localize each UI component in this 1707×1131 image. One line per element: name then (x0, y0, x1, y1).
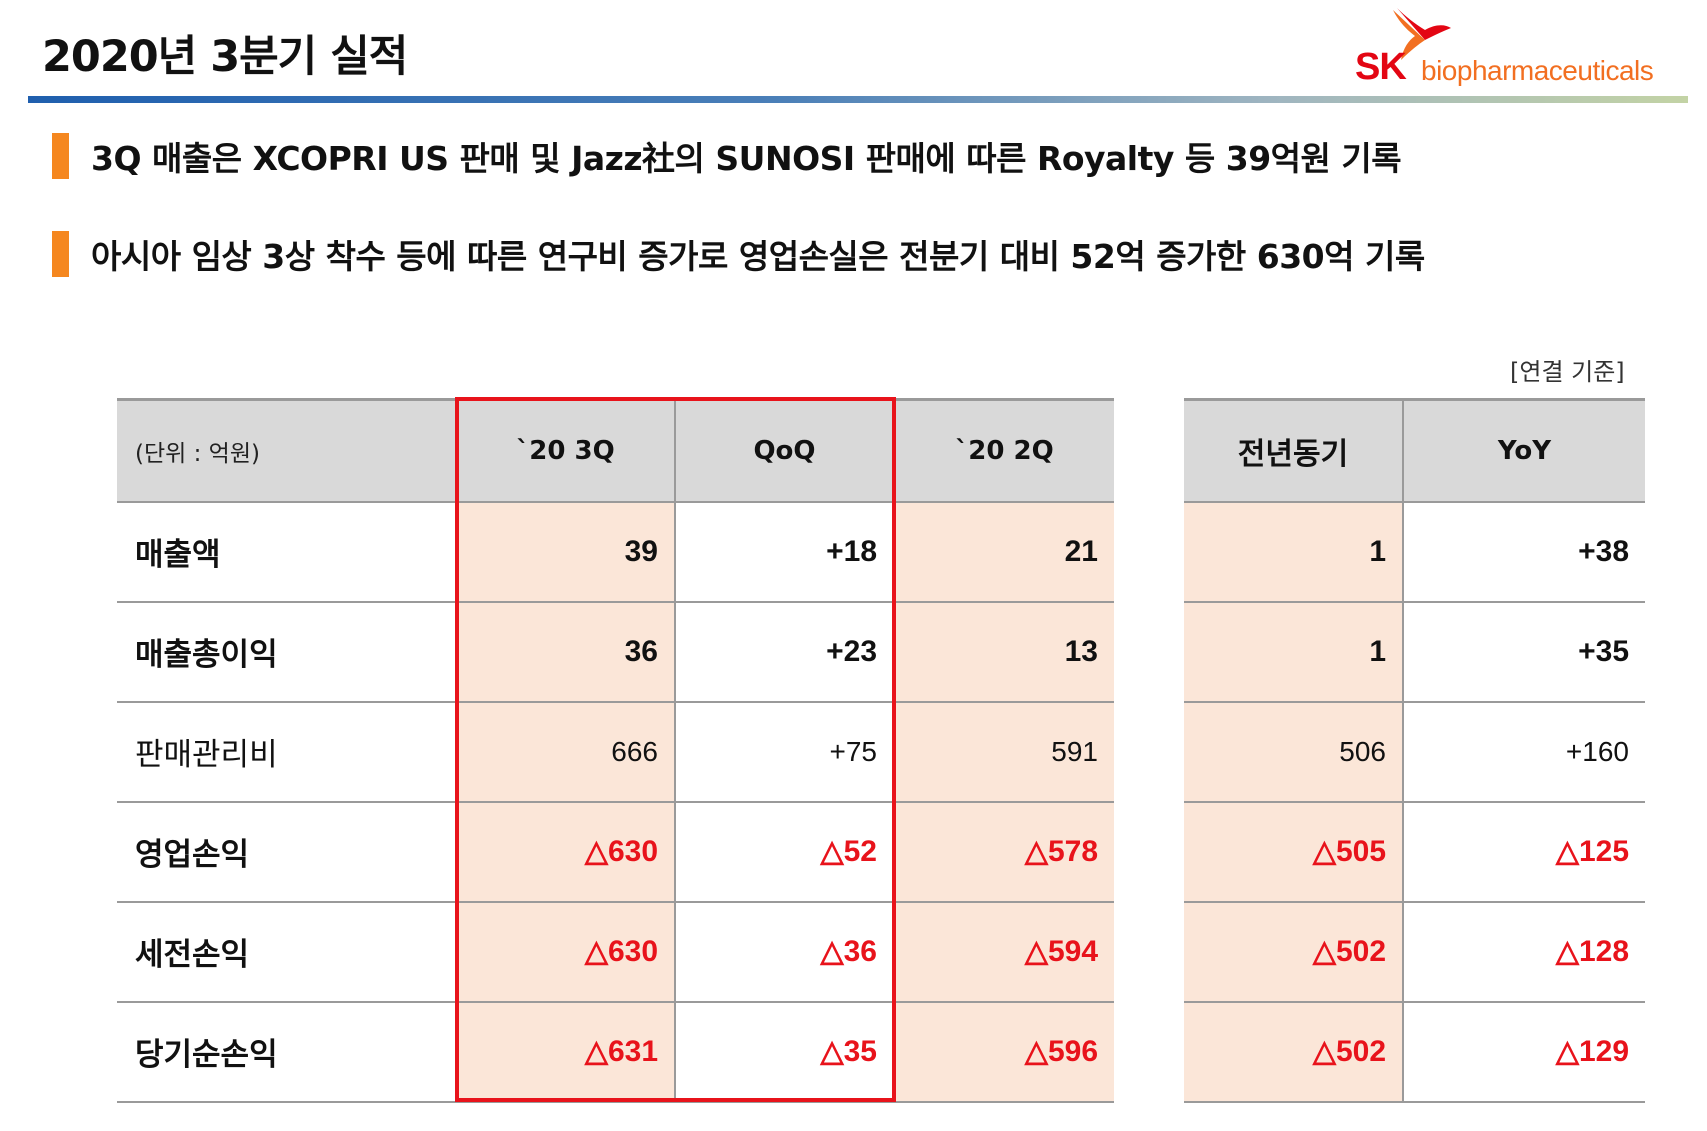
consolidation-basis-note: [연결 기준] (1510, 358, 1625, 386)
cell-value: △35 (674, 1001, 894, 1103)
logo-sk-text: SK (1355, 46, 1407, 88)
cell-value: 36 (455, 601, 675, 703)
row-label: 세전손익 (117, 901, 456, 1003)
cell-value: △631 (455, 1001, 675, 1103)
table-header-row: 전년동기 YoY (1184, 398, 1645, 503)
logo-wordmark: biopharmaceuticals (1421, 55, 1654, 86)
table-row: 1 +35 (1184, 601, 1645, 703)
bullet-text: 아시아 임상 3상 착수 등에 따른 연구비 증가로 영업손실은 전분기 대비 … (91, 237, 1425, 276)
title-divider (28, 96, 1688, 103)
column-header-20-3q: `20 3Q (455, 398, 675, 503)
table-row: 당기순손익 △631 △35 △596 (117, 1001, 1114, 1103)
table-row: 세전손익 △630 △36 △594 (117, 901, 1114, 1003)
bullet-item: 3Q 매출은 XCOPRI US 판매 및 Jazz社의 SUNOSI 판매에 … (52, 132, 1402, 180)
bullet-text: 3Q 매출은 XCOPRI US 판매 및 Jazz社의 SUNOSI 판매에 … (91, 139, 1402, 178)
cell-value: △125 (1402, 801, 1645, 903)
year-over-year-table: 전년동기 YoY 1 +38 1 +35 506 +160 △505 △125 … (1184, 398, 1645, 1103)
cell-value: 1 (1184, 601, 1403, 703)
unit-label: (단위 : 억원) (117, 398, 456, 503)
bullet-item: 아시아 임상 3상 착수 등에 따른 연구비 증가로 영업손실은 전분기 대비 … (52, 230, 1425, 278)
cell-value: △578 (893, 801, 1114, 903)
cell-value: 39 (455, 501, 675, 603)
cell-value: 1 (1184, 501, 1403, 603)
column-header-prior-year: 전년동기 (1184, 398, 1403, 503)
cell-value: △502 (1184, 1001, 1403, 1103)
butterfly-logo-icon (1393, 8, 1451, 60)
row-label: 매출액 (117, 501, 456, 603)
cell-value: △36 (674, 901, 894, 1003)
column-header-qoq: QoQ (674, 398, 894, 503)
row-label: 당기순손익 (117, 1001, 456, 1103)
table-row: 영업손익 △630 △52 △578 (117, 801, 1114, 903)
table-row: 매출총이익 36 +23 13 (117, 601, 1114, 703)
cell-value: +38 (1402, 501, 1645, 603)
cell-value: △630 (455, 801, 675, 903)
cell-value: △594 (893, 901, 1114, 1003)
table-header-row: (단위 : 억원) `20 3Q QoQ `20 2Q (117, 398, 1114, 503)
cell-value: △129 (1402, 1001, 1645, 1103)
page-title: 2020년 3분기 실적 (42, 32, 408, 82)
cell-value: △52 (674, 801, 894, 903)
table-row: △505 △125 (1184, 801, 1645, 903)
cell-value: +75 (674, 701, 894, 803)
row-label: 매출총이익 (117, 601, 456, 703)
table-row: 매출액 39 +18 21 (117, 501, 1114, 603)
table-row: △502 △129 (1184, 1001, 1645, 1103)
bullet-marker (52, 133, 69, 179)
bullet-marker (52, 231, 69, 277)
table-row: △502 △128 (1184, 901, 1645, 1003)
cell-value: 506 (1184, 701, 1403, 803)
cell-value: +18 (674, 501, 894, 603)
sk-biopharmaceuticals-logo: SK biopharmaceuticals (1355, 6, 1695, 98)
cell-value: 21 (893, 501, 1114, 603)
column-header-yoy: YoY (1402, 398, 1645, 503)
table-row: 판매관리비 666 +75 591 (117, 701, 1114, 803)
cell-value: +35 (1402, 601, 1645, 703)
table-row: 506 +160 (1184, 701, 1645, 803)
cell-value: 13 (893, 601, 1114, 703)
cell-value: +23 (674, 601, 894, 703)
cell-value: △596 (893, 1001, 1114, 1103)
table-row: 1 +38 (1184, 501, 1645, 603)
cell-value: △502 (1184, 901, 1403, 1003)
cell-value: △128 (1402, 901, 1645, 1003)
row-label: 판매관리비 (117, 701, 456, 803)
row-label: 영업손익 (117, 801, 456, 903)
cell-value: 591 (893, 701, 1114, 803)
cell-value: 666 (455, 701, 675, 803)
column-header-20-2q: `20 2Q (893, 398, 1114, 503)
cell-value: △630 (455, 901, 675, 1003)
cell-value: △505 (1184, 801, 1403, 903)
financial-results-table: (단위 : 억원) `20 3Q QoQ `20 2Q 매출액 39 +18 2… (117, 398, 1114, 1103)
cell-value: +160 (1402, 701, 1645, 803)
